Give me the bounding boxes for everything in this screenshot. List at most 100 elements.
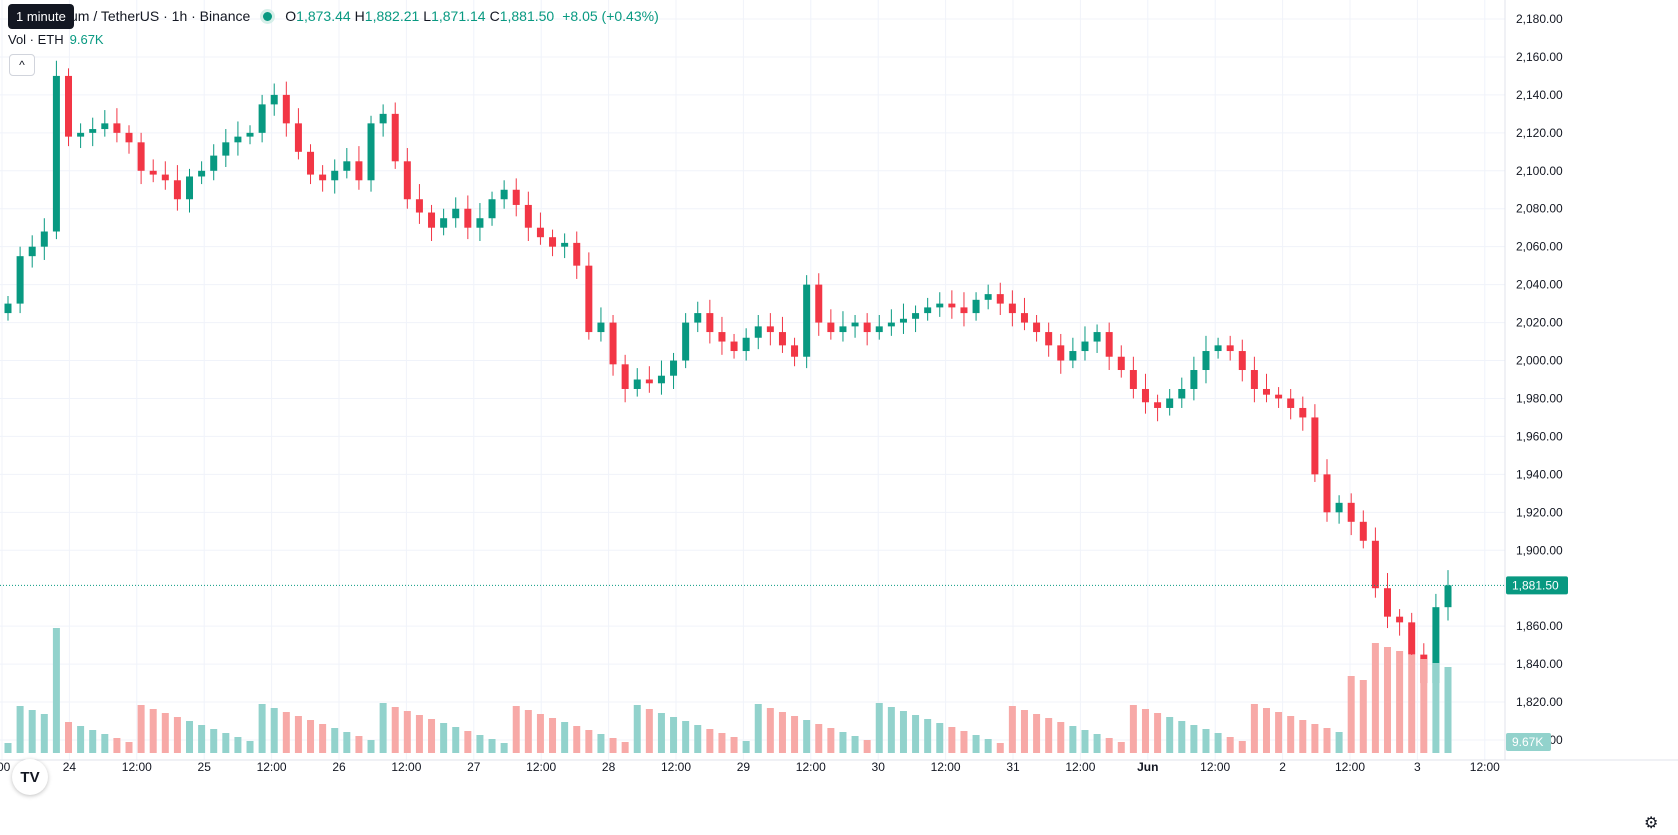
candle-body <box>1069 351 1077 361</box>
candle-body <box>1347 502 1355 522</box>
volume-bar <box>440 723 448 753</box>
volume-bar <box>645 709 653 753</box>
volume-bar <box>28 710 36 753</box>
candle-body <box>549 237 557 247</box>
volume-bar <box>851 736 859 753</box>
candle-body <box>730 341 738 352</box>
candle-body <box>718 332 726 342</box>
volume-bar <box>1311 724 1319 753</box>
x-tick-label: 27 <box>467 760 481 774</box>
volume-bar <box>730 737 738 753</box>
volume-bar <box>1335 732 1343 753</box>
candle-body <box>1323 474 1331 513</box>
gear-icon[interactable]: ⚙ <box>1644 815 1659 832</box>
volume-label[interactable]: Vol · ETH <box>8 32 64 47</box>
x-tick-label: 3 <box>1414 760 1421 774</box>
candle-body <box>101 123 109 130</box>
candle-body <box>706 313 714 333</box>
volume-bar <box>960 731 968 753</box>
volume-bar <box>1178 721 1186 753</box>
volume-bar <box>355 736 363 753</box>
volume-bar <box>597 734 605 753</box>
candle-body <box>65 75 73 137</box>
candle-body <box>476 218 484 228</box>
candle-body <box>1359 521 1367 541</box>
volume-bar <box>839 732 847 753</box>
candle-body <box>1287 398 1295 408</box>
candle-body <box>1371 540 1379 589</box>
candle-body <box>815 284 823 323</box>
volume-bar <box>1008 706 1016 753</box>
candle-body <box>1008 303 1016 314</box>
y-tick-label: 2,180.00 <box>1516 12 1563 26</box>
volume-bar <box>1226 737 1234 753</box>
volume-bar <box>912 715 920 753</box>
candle-body <box>694 313 702 323</box>
candle-body <box>839 326 847 333</box>
volume-bar <box>682 721 690 753</box>
volume-bar <box>488 739 496 753</box>
candle-body <box>1275 394 1283 399</box>
candle-body <box>742 337 750 352</box>
candle-body <box>912 313 920 319</box>
x-tick-label: 12:00 <box>1335 760 1365 774</box>
y-tick-label: 2,120.00 <box>1516 126 1563 140</box>
volume-bar <box>1154 713 1162 753</box>
volume-legend: Vol · ETH 9.67K <box>8 32 104 47</box>
candle-body <box>754 326 762 338</box>
candle-body <box>573 242 581 266</box>
volume-bar <box>984 739 992 753</box>
candle-body <box>972 299 980 314</box>
volume-bar <box>282 712 290 753</box>
x-tick-label: 29 <box>737 760 751 774</box>
volume-bar <box>500 743 508 753</box>
volume-value: 9.67K <box>69 32 104 47</box>
volume-bar <box>1396 651 1404 753</box>
candle-body <box>609 322 617 365</box>
low-value: 1,871.14 <box>431 8 486 24</box>
candle-body <box>355 161 363 181</box>
candle-body <box>391 113 399 162</box>
volume-bar <box>428 719 436 753</box>
volume-bar <box>222 733 230 753</box>
volume-bar <box>936 723 944 753</box>
volume-bar <box>1262 708 1270 753</box>
market-status-icon[interactable] <box>260 8 276 24</box>
y-tick-label: 2,160.00 <box>1516 50 1563 64</box>
volume-bar <box>621 742 629 753</box>
y-tick-label: 1,860.00 <box>1516 619 1563 633</box>
tradingview-logo-icon[interactable]: TV <box>12 759 48 795</box>
candle-body <box>1178 388 1186 399</box>
candle-body <box>1129 370 1137 389</box>
volume-bar <box>1045 718 1053 753</box>
candle-body <box>1335 502 1343 513</box>
collapse-legend-button[interactable]: ^ <box>9 54 35 76</box>
candle-body <box>137 142 145 171</box>
volume-bar <box>319 724 327 753</box>
candle-body <box>125 132 133 143</box>
volume-bar <box>137 705 145 753</box>
volume-bar <box>827 728 835 753</box>
last-price-label: 1,881.50 <box>1512 578 1559 592</box>
low-label: L <box>423 8 432 24</box>
candle-body <box>887 322 895 327</box>
volume-bar <box>343 732 351 753</box>
volume-bar <box>40 714 48 753</box>
candle-body <box>996 294 1004 304</box>
x-tick-label: :00 <box>0 760 11 774</box>
volume-bar <box>1214 733 1222 753</box>
timeframe-tooltip: 1 minute <box>8 4 74 29</box>
logo-text: TV <box>20 768 40 786</box>
volume-bar <box>415 715 423 753</box>
candle-body <box>343 161 351 171</box>
volume-bar <box>1299 720 1307 753</box>
candle-body <box>113 123 121 133</box>
candle-body <box>948 303 956 308</box>
volume-bar <box>863 740 871 753</box>
candle-body <box>16 256 24 304</box>
symbol-title[interactable]: um / TetherUS · 1h · Binance <box>70 8 251 24</box>
candle-body <box>1262 388 1270 395</box>
volume-bar <box>706 729 714 753</box>
candle-body <box>1444 585 1452 608</box>
